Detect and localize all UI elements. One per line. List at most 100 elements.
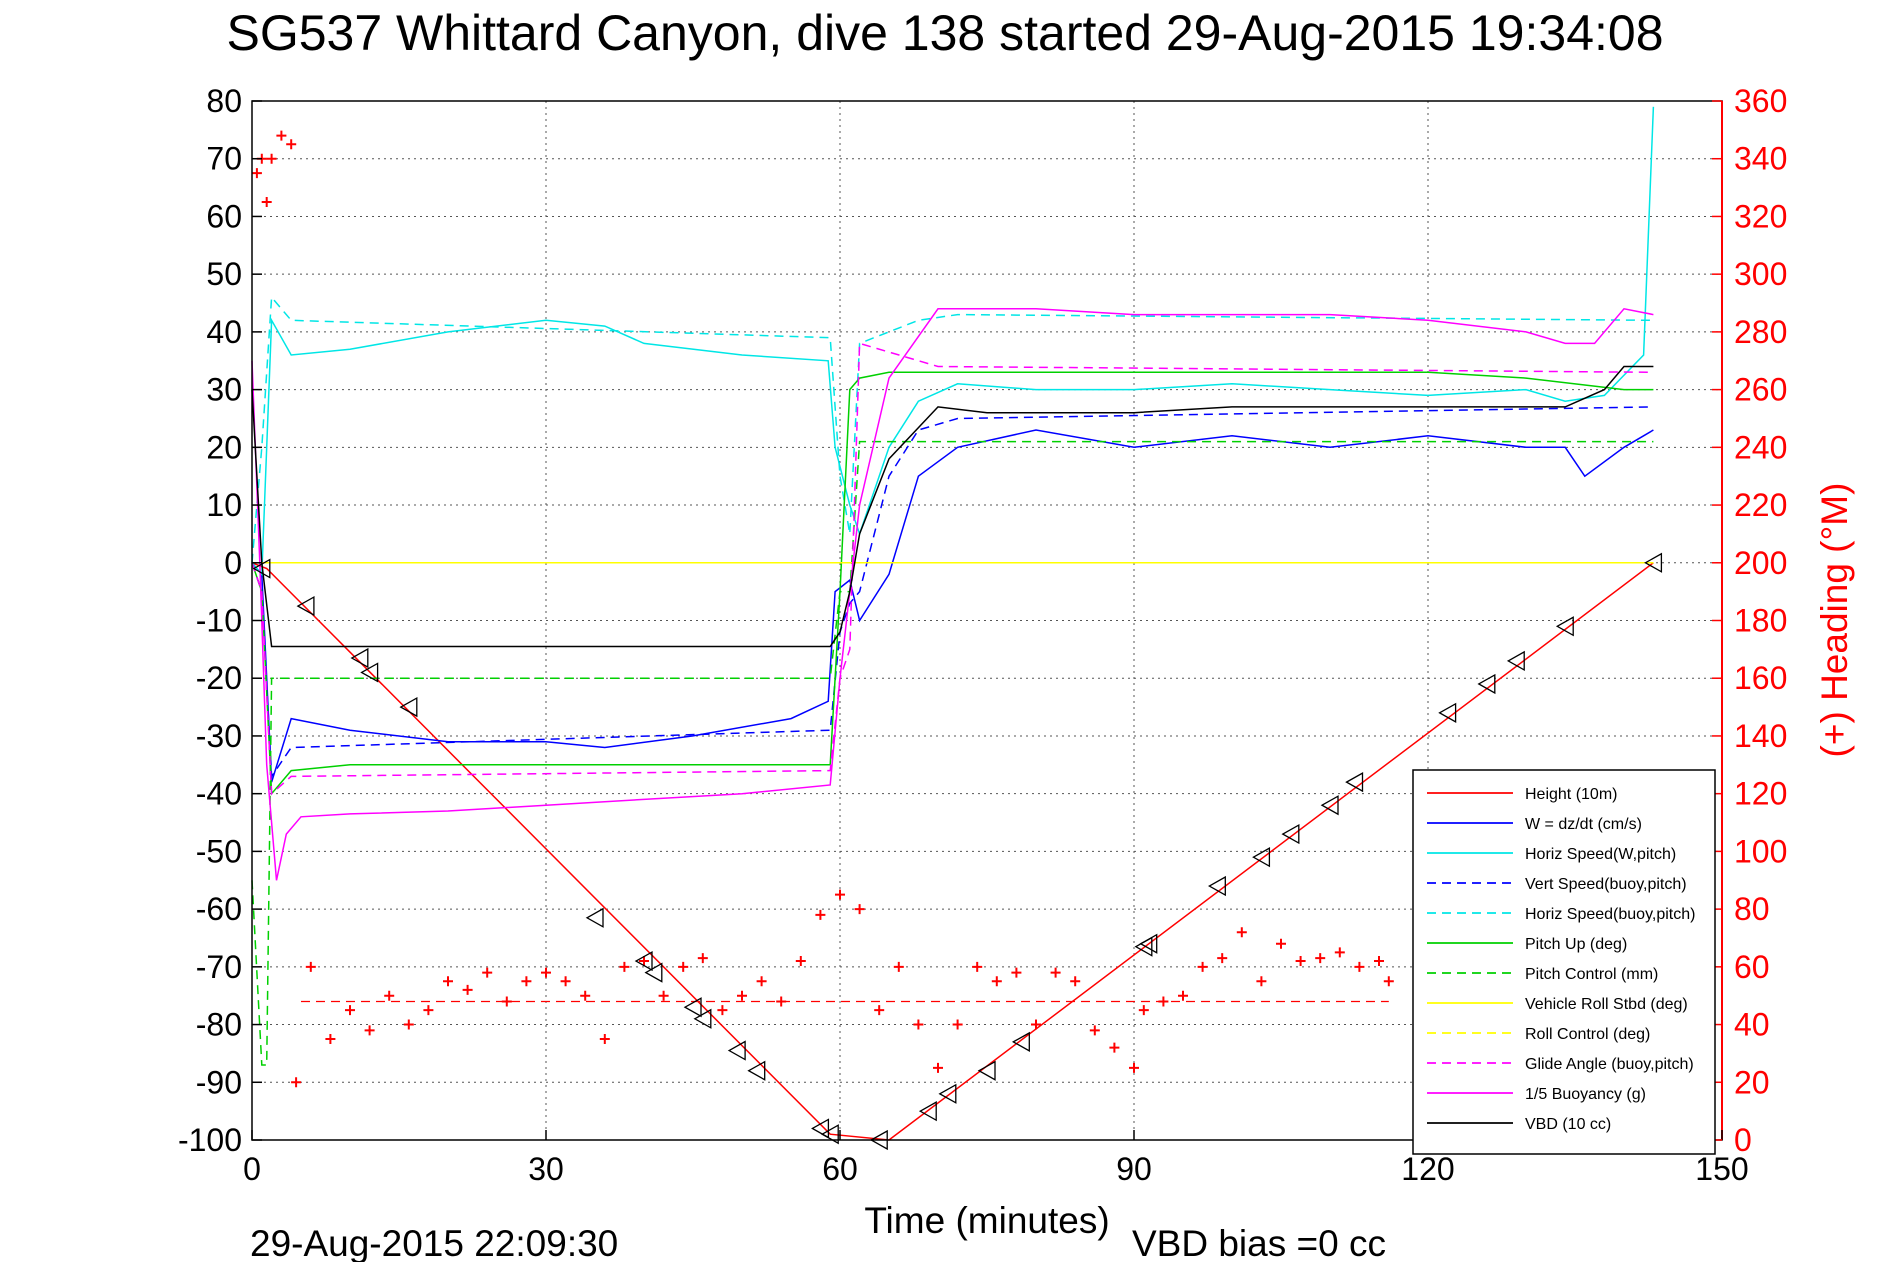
heading-point xyxy=(1031,1019,1041,1030)
heading-point xyxy=(835,889,845,900)
legend-entry-height-10m: Height (10m) xyxy=(1525,786,1617,803)
chevron-marker xyxy=(1320,795,1339,816)
chevron-marker xyxy=(1134,936,1153,957)
series-line-pitch-up-deg xyxy=(251,371,1654,796)
chevron-marker xyxy=(747,1060,766,1081)
y-tick-label: -90 xyxy=(196,1064,242,1100)
heading-tick-label: 60 xyxy=(1734,949,1770,985)
series-line-glide-angle-buoy-pitch xyxy=(251,342,1654,796)
heading-tick-label: 120 xyxy=(1734,776,1787,812)
chart-title: SG537 Whittard Canyon, dive 138 started … xyxy=(226,5,1663,61)
chevron-marker xyxy=(644,962,663,983)
chevron-marker xyxy=(693,1008,712,1029)
series-line-horiz-speed-w-pitch xyxy=(251,106,1655,577)
legend: Height (10m) W = dz/dt (cm/s) Horiz Speed(… xyxy=(1412,769,1716,1155)
heading-point xyxy=(384,990,395,1001)
series-layer xyxy=(251,106,1655,1141)
heading-tick-label: 240 xyxy=(1734,429,1787,465)
heading-point xyxy=(756,976,767,987)
heading-point xyxy=(276,130,287,141)
legend-entry-w-dz-dt-cm-s: W = dz/dt (cm/s) xyxy=(1525,816,1642,833)
heading-tick-label: 160 xyxy=(1734,660,1787,696)
heading-tick-label: 200 xyxy=(1734,545,1787,581)
y-tick-label: 10 xyxy=(206,487,242,523)
heading-point xyxy=(1158,996,1169,1007)
heading-point xyxy=(266,153,277,164)
heading-point xyxy=(261,197,272,208)
heading-point xyxy=(443,976,453,987)
chevron-marker xyxy=(811,1118,830,1139)
series-line-horiz-speed-buoy-pitch xyxy=(251,295,1654,563)
heading-layer xyxy=(251,130,1394,1088)
chevron-marker xyxy=(585,907,604,928)
y-tick-label: 60 xyxy=(206,198,242,234)
chevron-marker xyxy=(727,1040,746,1061)
heading-point xyxy=(1070,976,1081,987)
y-tick-label: 70 xyxy=(206,141,242,177)
y-tick-label: -80 xyxy=(196,1007,242,1043)
legend-entry-roll-control-deg: Roll Control (deg) xyxy=(1525,1026,1650,1043)
heading-point xyxy=(678,961,689,972)
heading-point xyxy=(1050,967,1061,978)
legend-entry-pitch-control-mm: Pitch Control (mm) xyxy=(1525,966,1658,983)
legend-entry-horiz-speed-w-pitch: Horiz Speed(W,pitch) xyxy=(1525,846,1676,863)
heading-tick-label: 360 xyxy=(1734,83,1787,119)
chevron-marker xyxy=(1477,673,1496,695)
y-axis-ticks: -100-90-80-70-60-50-40-30-20-10010203040… xyxy=(178,83,262,1158)
heading-axis-ticks: 0 20 40 60 80 100 120 140 160 180 200 220 240 260 280 3… xyxy=(1712,83,1787,1158)
heading-point xyxy=(619,961,630,972)
y-tick-label: 0 xyxy=(224,545,242,581)
legend-entry-horiz-speed-buoy-pitch: Horiz Speed(buoy,pitch) xyxy=(1525,906,1695,923)
x-tick-label: 150 xyxy=(1695,1151,1748,1187)
x-tick-label: 60 xyxy=(822,1151,858,1187)
heading-point xyxy=(1109,1042,1120,1053)
legend-entry-vbd-10-cc: VBD (10 cc) xyxy=(1525,1116,1611,1133)
heading-tick-label: 260 xyxy=(1734,372,1787,408)
series-line-pitch-control-mm xyxy=(251,440,1654,1066)
y-tick-label: -30 xyxy=(196,718,242,754)
heading-point xyxy=(599,1033,610,1044)
heading-point xyxy=(423,1005,434,1016)
x-tick-label: 0 xyxy=(243,1151,261,1187)
heading-point xyxy=(933,1062,943,1073)
y-tick-label: -70 xyxy=(196,949,242,985)
heading-point xyxy=(482,967,493,978)
heading-point xyxy=(1217,953,1228,964)
heading-point xyxy=(697,953,708,964)
heading-tick-label: 20 xyxy=(1734,1064,1770,1100)
heading-point xyxy=(251,168,262,179)
chevron-marker xyxy=(1139,933,1158,954)
heading-tick-label: 280 xyxy=(1734,314,1787,350)
chevron-marker xyxy=(1644,552,1663,573)
heading-point xyxy=(1315,953,1326,964)
heading-point xyxy=(462,984,473,995)
heading-point xyxy=(874,1005,885,1016)
chevron-marker xyxy=(683,997,702,1018)
heading-point xyxy=(560,976,571,987)
heading-point xyxy=(893,961,904,972)
heading-point xyxy=(776,996,787,1007)
heading-point xyxy=(913,1019,924,1030)
chevron-marker xyxy=(918,1101,937,1122)
end-timestamp: 29-Aug-2015 22:09:30 xyxy=(250,1223,618,1262)
chevron-marker xyxy=(1207,875,1226,897)
heading-tick-label: 300 xyxy=(1734,256,1787,292)
heading-point xyxy=(1276,938,1286,949)
heading-tick-label: 140 xyxy=(1734,718,1787,754)
heading-axis-label: (+) Heading (°M) xyxy=(1814,483,1855,758)
y-tick-label: -10 xyxy=(196,603,242,639)
y-tick-label: 30 xyxy=(206,372,242,408)
heading-tick-label: 80 xyxy=(1734,891,1770,927)
chevron-marker xyxy=(360,662,379,683)
heading-point xyxy=(541,967,551,978)
heading-point xyxy=(991,976,1002,987)
heading-tick-label: 220 xyxy=(1734,487,1787,523)
heading-point xyxy=(403,1019,414,1030)
heading-tick-label: 40 xyxy=(1734,1007,1770,1043)
heading-point xyxy=(291,1077,302,1088)
heading-point xyxy=(952,1019,963,1030)
chevron-marker xyxy=(820,1124,839,1145)
x-tick-label: 120 xyxy=(1401,1151,1454,1187)
chevron-marker xyxy=(296,595,315,617)
